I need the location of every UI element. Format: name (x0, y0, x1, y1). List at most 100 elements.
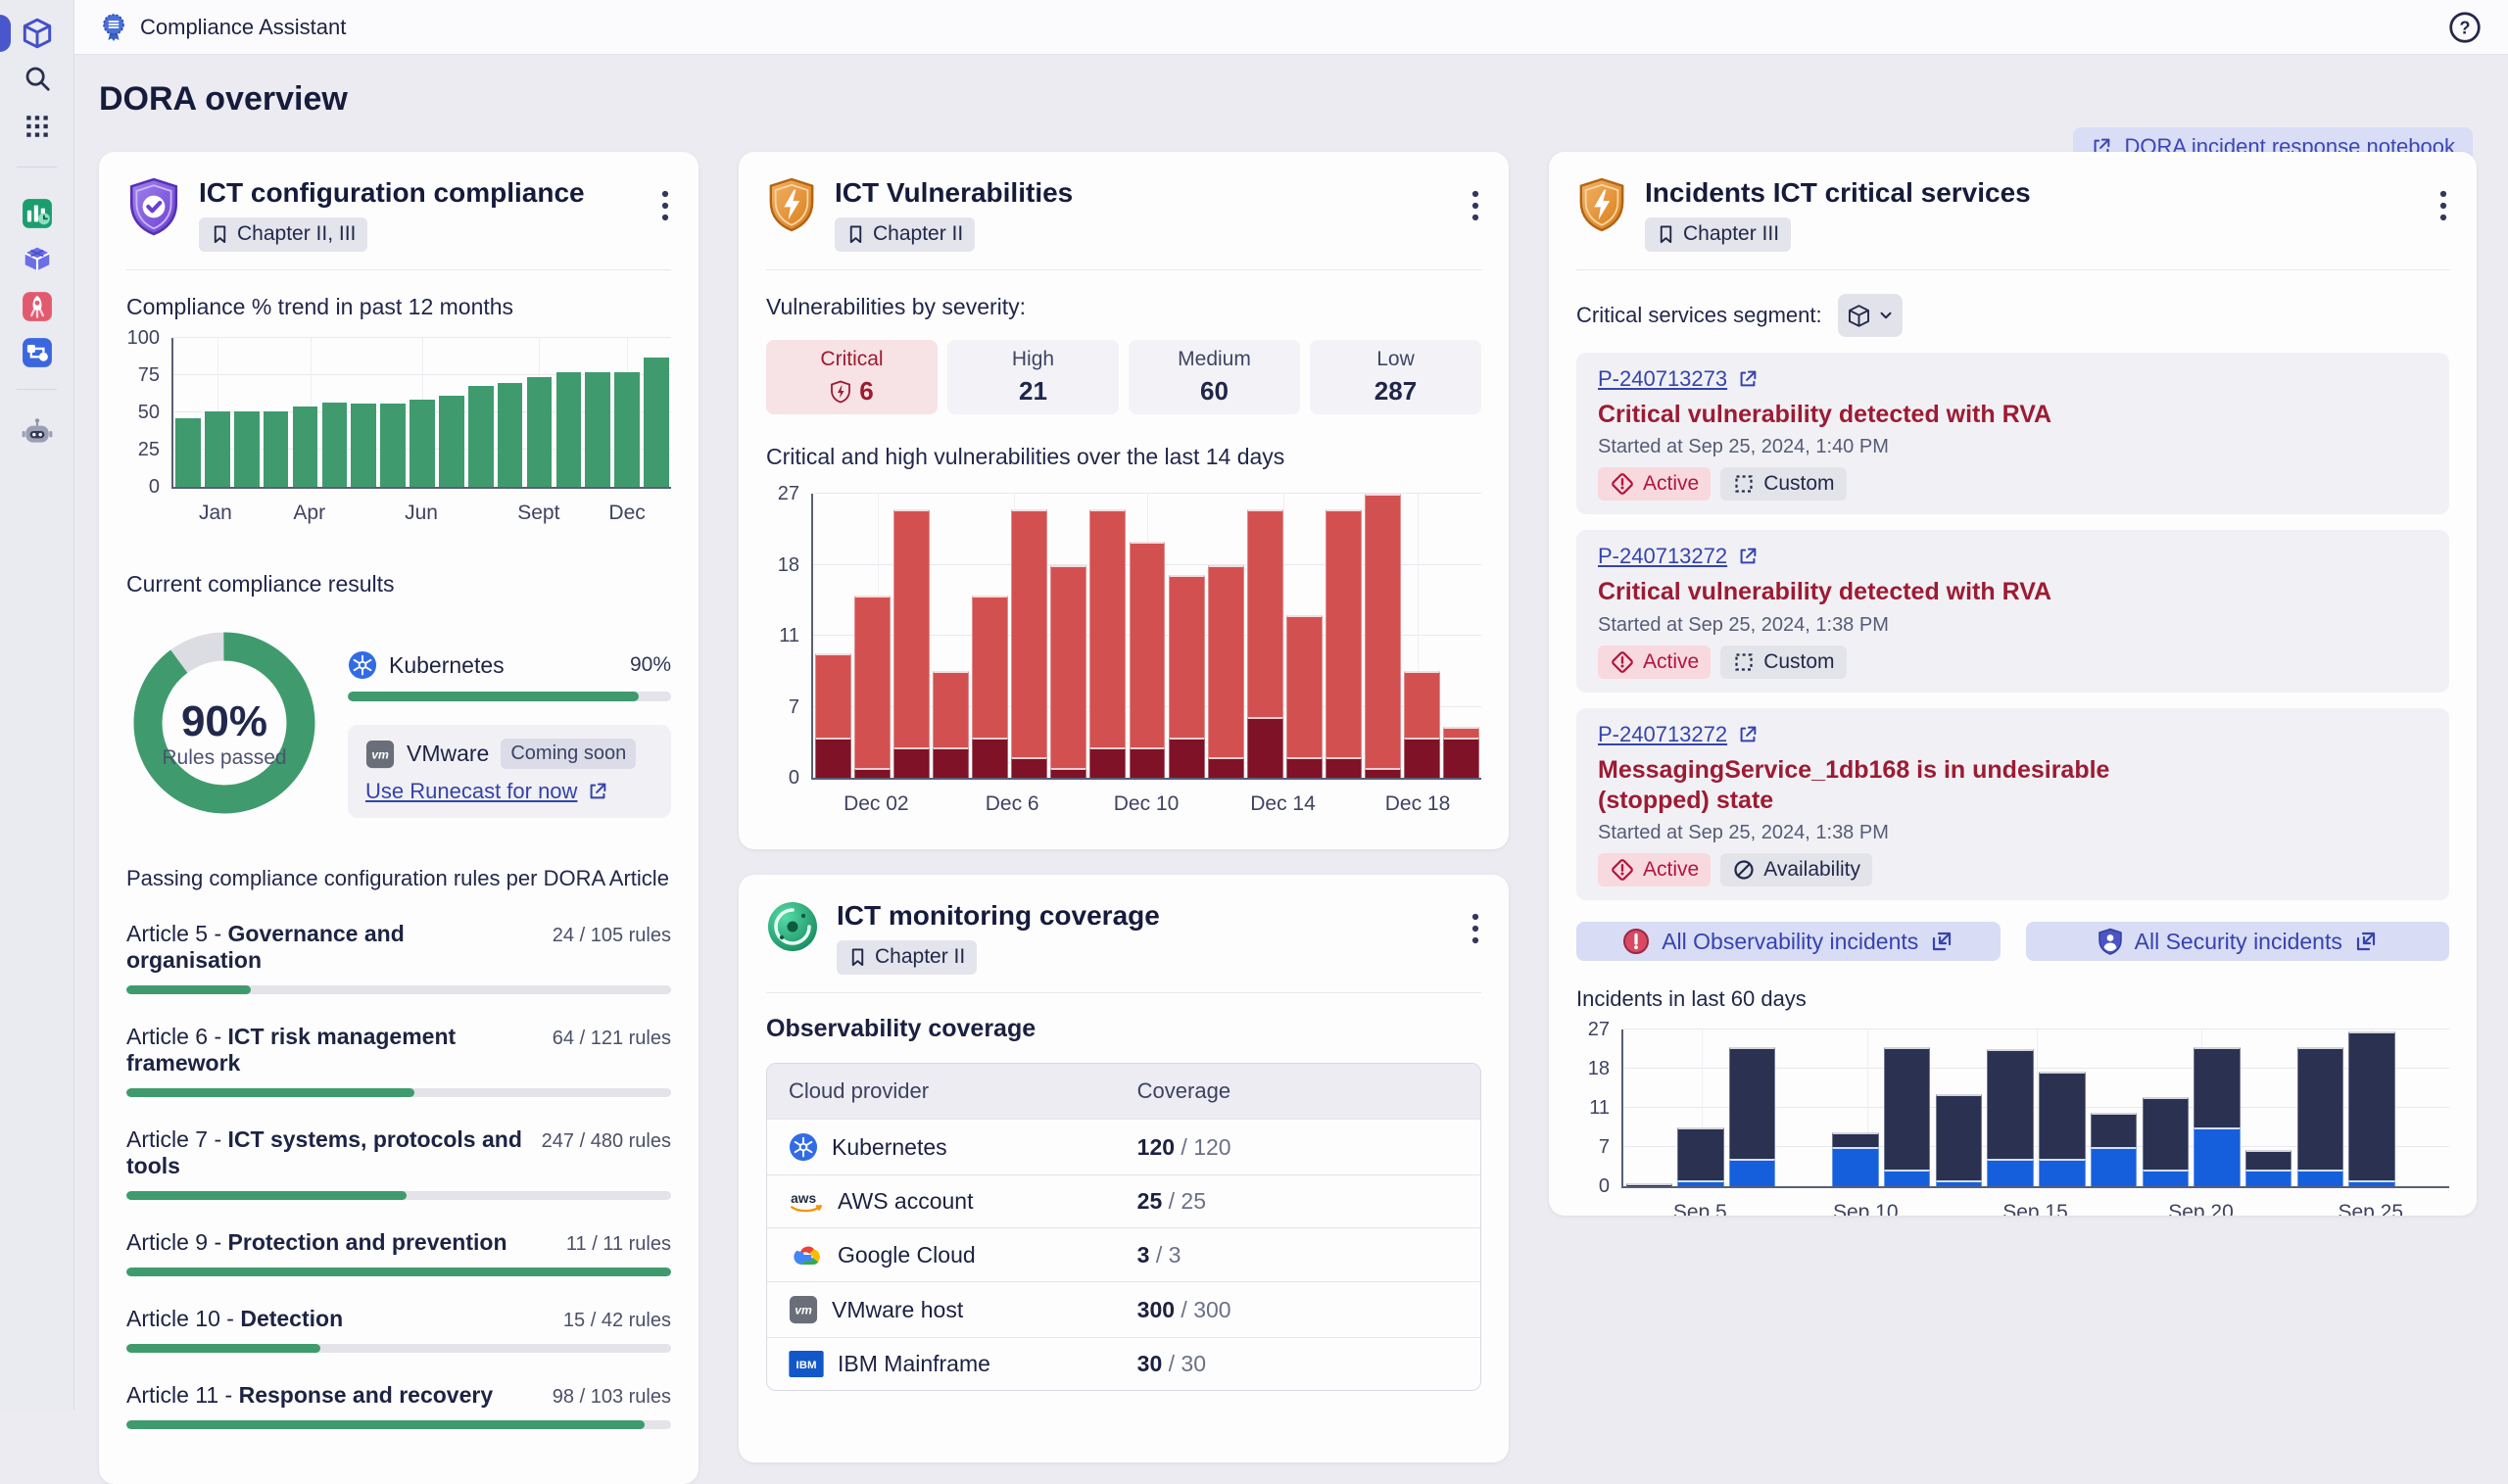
trend-label: Compliance % trend in past 12 months (126, 294, 514, 320)
kebab-menu-button[interactable] (1466, 906, 1485, 954)
svg-text:vm: vm (795, 1304, 812, 1317)
bar-segment-critical (972, 737, 1008, 779)
bar-segment-compliance-% (497, 382, 523, 488)
dynatrace-logo-icon[interactable] (20, 16, 55, 51)
segment-dropdown[interactable] (1837, 294, 1903, 338)
bar-segment-high (1089, 509, 1127, 748)
status-badge-custom: Custom (1720, 645, 1847, 679)
divider (126, 269, 671, 271)
incident-item: P-240713273 Critical vulnerability detect… (1576, 353, 2449, 515)
card-title: ICT monitoring coverage (837, 900, 1160, 931)
vmware-box: vm VMware Coming soon Use Runecast for n… (348, 725, 671, 819)
runecast-link[interactable]: Use Runecast for now (365, 779, 608, 804)
bar-segment-compliance-% (555, 372, 582, 488)
kebab-menu-button[interactable] (655, 183, 675, 231)
svg-text:vm: vm (371, 747, 389, 761)
bar-segment-critical (1129, 747, 1166, 779)
vuln-chart-label: Critical and high vulnerabilities over t… (766, 444, 1285, 470)
cloud-provider-cell: Kubernetes (789, 1132, 1137, 1162)
external-link-icon (1737, 546, 1759, 567)
cloud-provider-cell: IBM IBM Mainframe (789, 1351, 1137, 1378)
incident-id-link[interactable]: P-240713272 (1598, 722, 1759, 747)
x-tick-label: Dec 6 (985, 792, 1039, 816)
bar-segment-compliance-% (410, 399, 435, 488)
incident-title: Critical vulnerability detected with RVA (1598, 578, 2052, 606)
bar-segment-high (932, 671, 969, 748)
dashboards-app-icon[interactable] (22, 198, 53, 229)
assistant-bot-icon[interactable] (21, 416, 54, 448)
external-link-icon (1737, 368, 1759, 390)
bar-segment-blue (1987, 1158, 2034, 1187)
bar-segment-navy (1884, 1046, 1931, 1171)
bar-segment-critical (853, 767, 891, 779)
incident-started-timestamp: Started at Sep 25, 2024, 1:40 PM (1598, 436, 1889, 458)
bar-segment-compliance-% (614, 372, 640, 488)
sidebar-divider (17, 167, 57, 168)
cloud-provider-cell: aws AWS account (789, 1188, 1137, 1215)
bar-segment-critical (1168, 737, 1205, 779)
bar-segment-compliance-% (380, 404, 406, 488)
article-rule-count: 247 / 480 rules (541, 1130, 671, 1153)
all-observability-incidents-button[interactable]: All Observability incidents (1576, 922, 2001, 962)
bookmark-icon (211, 224, 229, 245)
bar-segment-blue (2039, 1158, 2086, 1187)
divider (766, 992, 1481, 994)
bar-segment-high (814, 653, 851, 738)
bar-segment-navy (1729, 1046, 1776, 1159)
severity-tile-medium[interactable]: Medium 60 (1129, 340, 1300, 415)
card-title: ICT Vulnerabilities (835, 177, 1074, 208)
coverage-table: Cloud provider Coverage Kubernetes 120 / … (766, 1063, 1481, 1392)
bar-segment-critical (1246, 717, 1283, 779)
article-rule-count: 24 / 105 rules (552, 925, 671, 947)
all-security-incidents-button[interactable]: All Security incidents (2025, 922, 2449, 962)
diamond-alert-icon (1610, 857, 1635, 883)
bar-segment-compliance-% (526, 376, 553, 488)
bookmark-icon (848, 947, 867, 968)
search-icon[interactable] (23, 64, 52, 93)
incident-id-link[interactable]: P-240713273 (1598, 366, 1759, 392)
bar-segment-high (1207, 564, 1244, 758)
monitoring-globe-icon (766, 900, 819, 953)
dotted-square-icon (1732, 472, 1756, 496)
help-icon[interactable]: ? (2447, 10, 2483, 45)
column-header-cloud-provider: Cloud provider (789, 1078, 930, 1104)
card-ict-configuration-compliance: ICT configuration compliance Chapter II,… (99, 152, 699, 1484)
results-row: 90% Rules passed Kubernetes 90% vm VMwar… (99, 625, 699, 821)
bar-segment-high (1365, 494, 1402, 768)
bar-segment-critical (1365, 767, 1402, 779)
incident-title: Critical vulnerability detected with RVA (1598, 401, 2052, 429)
severity-tile-critical[interactable]: Critical 6 (766, 340, 938, 415)
article-name: Article 7 - ICT systems, protocols and t… (126, 1126, 522, 1179)
y-tick-label: 18 (1587, 1058, 1610, 1080)
article-name: Article 9 - Protection and prevention (126, 1229, 507, 1256)
sidebar (0, 0, 74, 1411)
bar-segment-critical (932, 747, 969, 779)
incident-buttons: All Observability incidents All Security … (1576, 922, 2449, 962)
ibm-icon: IBM (789, 1351, 824, 1378)
hub-app-icon[interactable] (22, 245, 53, 276)
launchpad-app-icon[interactable] (22, 291, 53, 322)
rules-passed-donut: 90% Rules passed (126, 625, 322, 821)
orange-shield-bolt-icon (766, 177, 817, 232)
kebab-menu-button[interactable] (1466, 183, 1485, 231)
kebab-menu-button[interactable] (2434, 183, 2453, 231)
x-tick-label: Jun (405, 502, 438, 525)
severity-tile-low[interactable]: Low 287 (1310, 340, 1481, 415)
bar-segment-critical (1011, 757, 1048, 779)
bar-segment-critical (1286, 757, 1323, 779)
status-badge-active: Active (1598, 853, 1712, 887)
topbar: Compliance Assistant ? (73, 0, 2508, 55)
kubernetes-icon (348, 650, 377, 680)
bar-segment-compliance-% (585, 372, 611, 488)
apps-grid-icon[interactable] (24, 113, 51, 140)
severity-tile-high[interactable]: High 21 (947, 340, 1119, 415)
coverage-table-header: Cloud provider Coverage (767, 1064, 1480, 1120)
svg-text:IBM: IBM (796, 1360, 817, 1371)
bar-segment-navy (1625, 1183, 1673, 1187)
page-title: DORA overview (99, 80, 348, 118)
shield-person-icon (2098, 928, 2123, 955)
severity-label: Critical (820, 348, 884, 371)
incident-id-link[interactable]: P-240713272 (1598, 544, 1759, 569)
workflows-app-icon[interactable] (22, 337, 53, 368)
bar-segment-high (1129, 541, 1166, 748)
